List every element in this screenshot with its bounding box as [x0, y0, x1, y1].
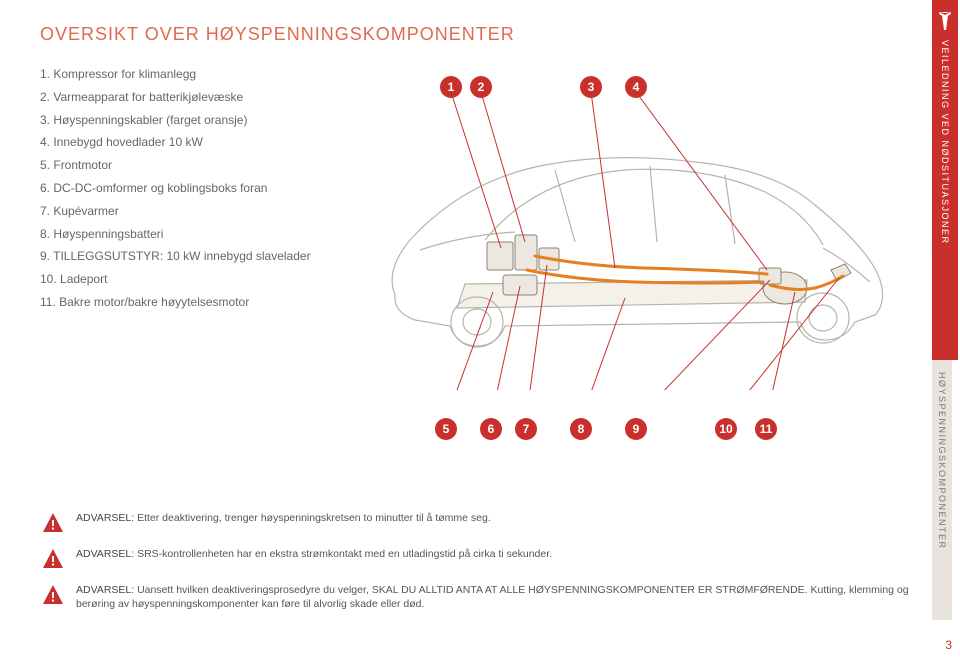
- badges-bottom-row: 5 6 7 8 9 10 11: [375, 418, 895, 448]
- badge-8: 8: [570, 418, 592, 440]
- warning-icon: [40, 583, 66, 607]
- tesla-logo-icon: [937, 12, 953, 30]
- warning-3: ADVARSEL: Uansett hvilken deaktiveringsp…: [40, 583, 920, 612]
- badge-6: 6: [480, 418, 502, 440]
- warning-icon: [40, 547, 66, 571]
- side-tabs: VEILEDNING VED NØDSITUASJONER HØYSPENNIN…: [932, 0, 960, 658]
- badge-4: 4: [625, 76, 647, 98]
- tab-active: VEILEDNING VED NØDSITUASJONER: [932, 0, 958, 360]
- badge-1: 1: [440, 76, 462, 98]
- warning-1: ADVARSEL: Etter deaktivering, trenger hø…: [40, 511, 920, 535]
- badge-2: 2: [470, 76, 492, 98]
- warning-text: ADVARSEL: SRS-kontrollenheten har en eks…: [76, 547, 552, 562]
- warning-text: ADVARSEL: Etter deaktivering, trenger hø…: [76, 511, 491, 526]
- warning-text: ADVARSEL: Uansett hvilken deaktiveringsp…: [76, 583, 920, 612]
- vehicle-diagram: 1 2 3 4: [375, 70, 895, 390]
- badge-10: 10: [715, 418, 737, 440]
- badge-11: 11: [755, 418, 777, 440]
- badge-7: 7: [515, 418, 537, 440]
- warning-icon: [40, 511, 66, 535]
- car-svg: [375, 70, 895, 390]
- component-list: 1. Kompressor for klimanlegg 2. Varmeapp…: [40, 63, 380, 314]
- page-number: 3: [945, 638, 952, 652]
- badge-3: 3: [580, 76, 602, 98]
- warnings-section: ADVARSEL: Etter deaktivering, trenger hø…: [40, 511, 920, 624]
- badge-5: 5: [435, 418, 457, 440]
- page-title: OVERSIKT OVER HØYSPENNINGSKOMPONENTER: [40, 24, 920, 45]
- badge-9: 9: [625, 418, 647, 440]
- warning-2: ADVARSEL: SRS-kontrollenheten har en eks…: [40, 547, 920, 571]
- tab-section: HØYSPENNINGSKOMPONENTER: [932, 360, 952, 620]
